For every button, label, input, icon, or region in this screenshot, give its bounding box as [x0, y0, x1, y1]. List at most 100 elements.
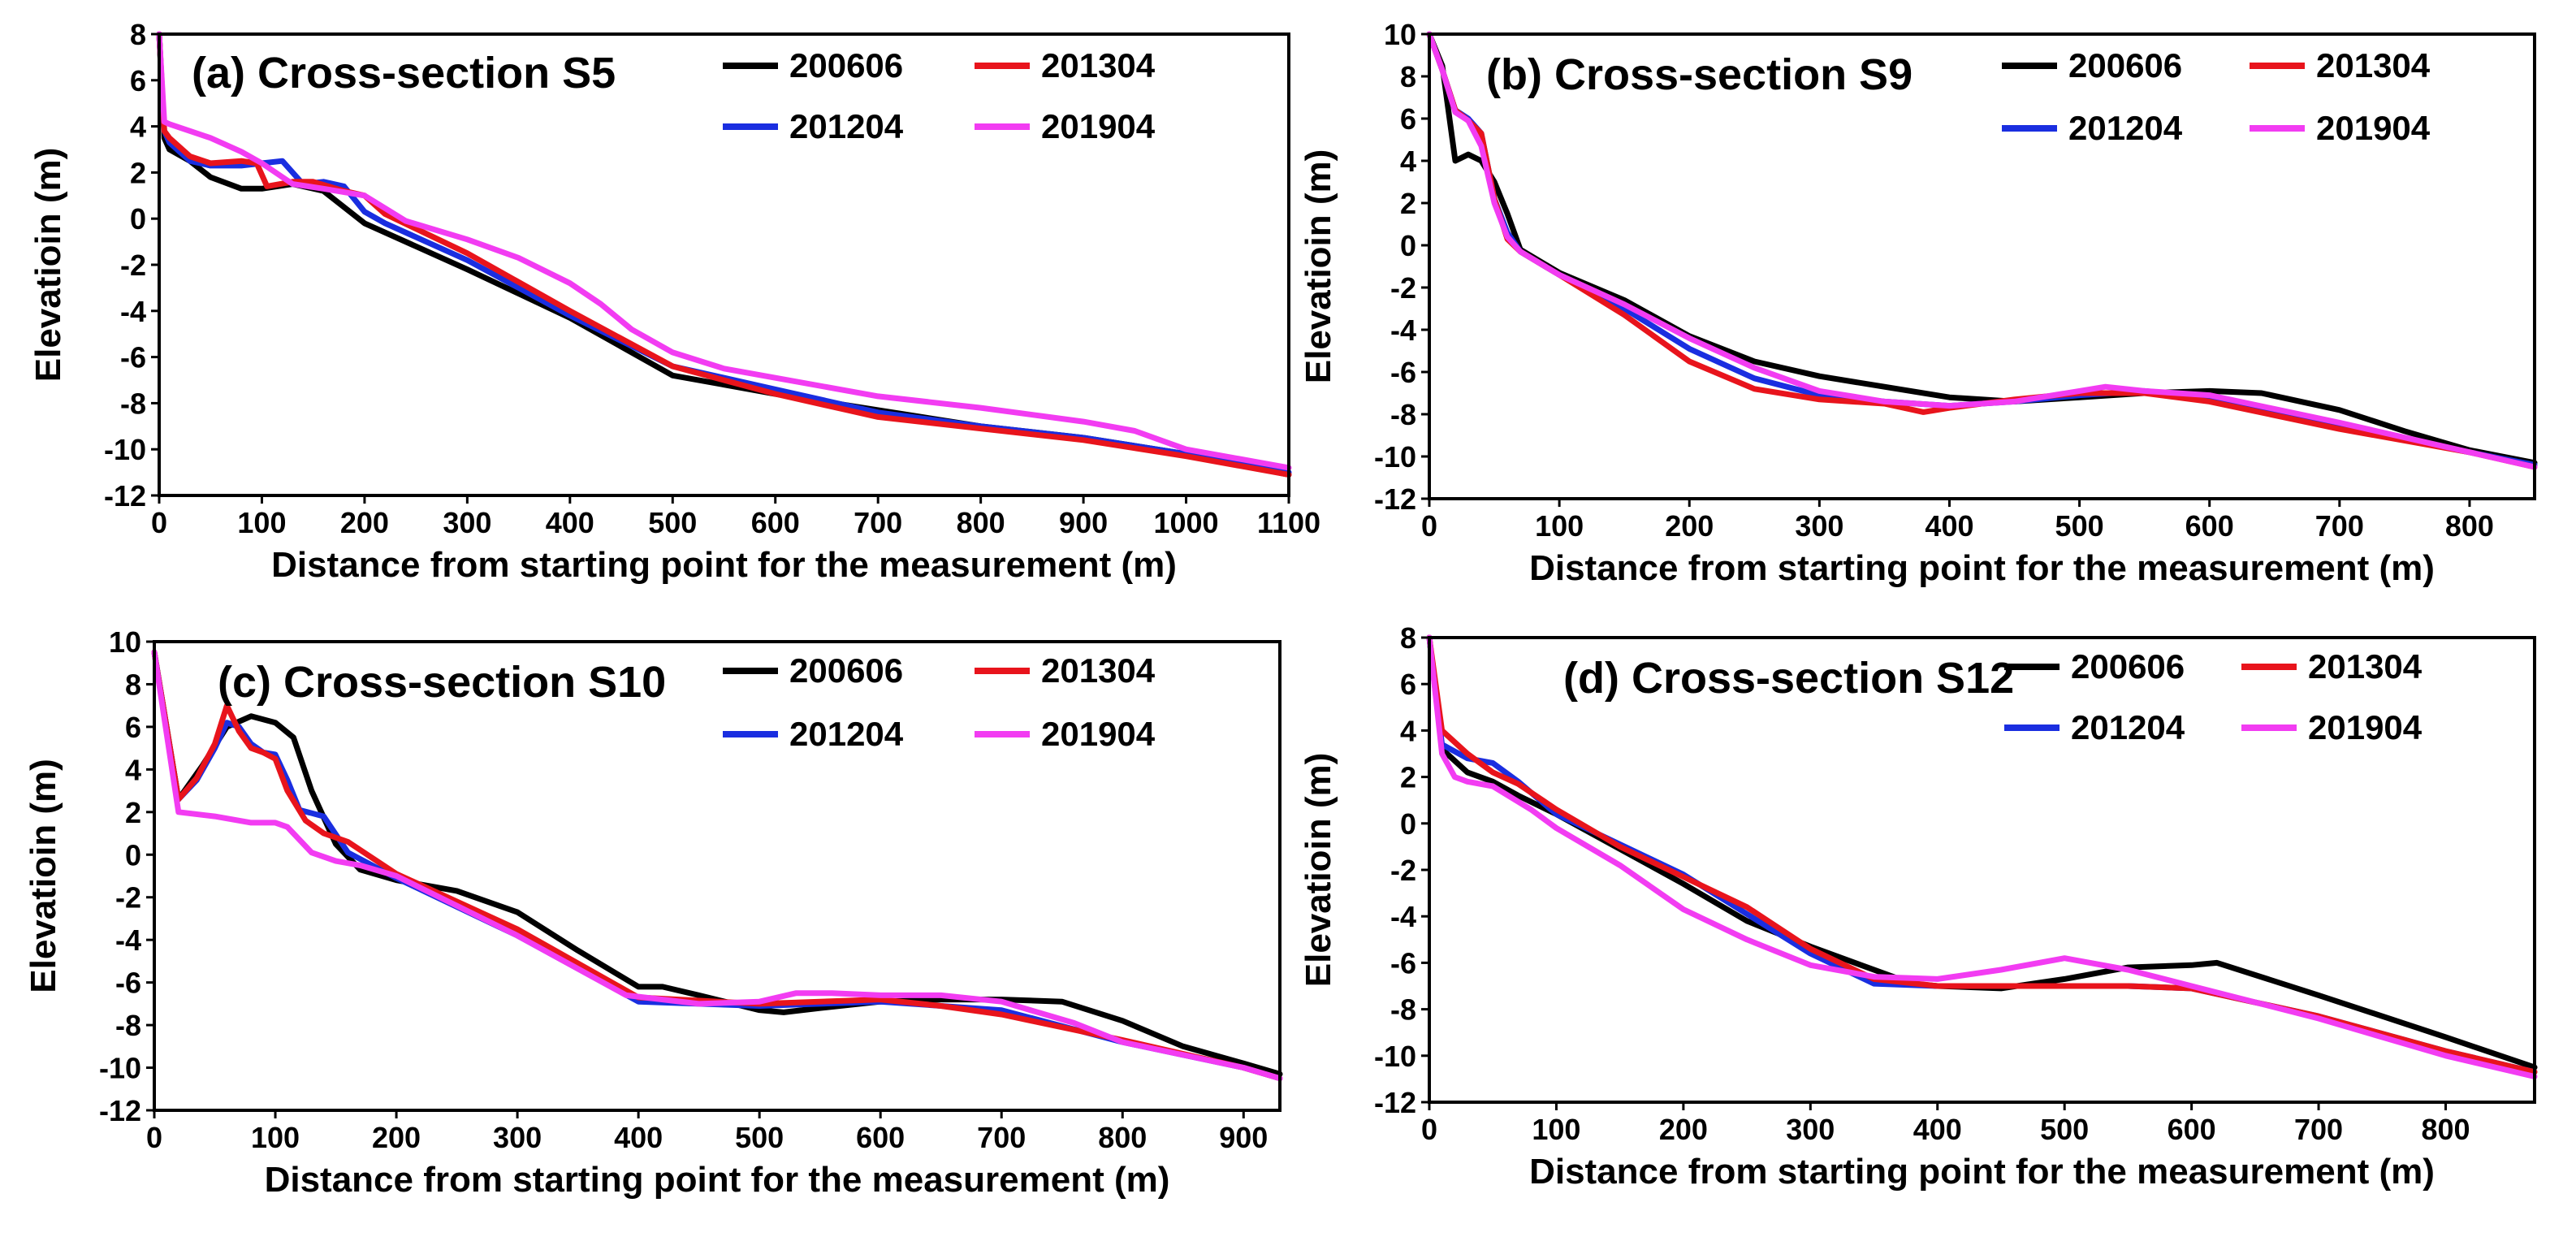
x-tick-label: 0 [146, 1121, 162, 1154]
legend-entry-201204: 201204 [723, 107, 904, 145]
chart-panel-1: 0 100 200 300 400 500 600 700 800 900 1000 1100 8 6 4 2… [28, 18, 1320, 585]
y-tick-label: -2 [1390, 854, 1416, 887]
y-tick-label: -10 [1374, 1040, 1416, 1073]
x-tick-label: 0 [1421, 1113, 1437, 1146]
y-tick-label: -4 [120, 295, 146, 328]
x-tick-label: 300 [493, 1121, 542, 1154]
legend-label: 200606 [2071, 647, 2185, 686]
legend-entry-201304: 201304 [2241, 647, 2423, 686]
legend-entry-201904: 201904 [2250, 109, 2431, 147]
legend-label: 201204 [789, 107, 904, 145]
x-tick-label: 1100 [1257, 506, 1320, 539]
y-tick-label: 8 [1400, 60, 1416, 93]
y-tick-label: 0 [130, 202, 146, 236]
series-line-201904 [156, 31, 1292, 471]
y-tick-label: -2 [120, 249, 146, 282]
y-tick-label: -10 [104, 433, 146, 466]
legend-label: 201304 [2308, 647, 2423, 686]
x-tick-label: 200 [1665, 509, 1714, 543]
x-tick-label: 600 [2185, 509, 2234, 543]
x-tick-label: 300 [443, 506, 491, 539]
y-tick-label: -10 [1374, 440, 1416, 474]
legend-label: 201304 [1041, 651, 1156, 690]
x-tick-label: 700 [977, 1121, 1026, 1154]
y-tick-label: 6 [125, 711, 141, 744]
y-tick-label: 2 [1400, 187, 1416, 220]
y-tick-label: 4 [125, 753, 141, 786]
legend-entry-201304: 201304 [975, 46, 1156, 84]
y-tick-label: 8 [130, 18, 146, 51]
panel-title: (c) Cross-section S10 [218, 658, 666, 707]
x-tick-label: 300 [1795, 509, 1843, 543]
legend-entry-201204: 201204 [723, 715, 904, 753]
x-tick-label: 100 [251, 1121, 300, 1154]
legend-entry-201204: 201204 [2004, 708, 2185, 746]
legend-entry-201204: 201204 [2002, 109, 2183, 147]
y-tick-label: -6 [1390, 946, 1416, 980]
y-tick-label: -4 [1390, 314, 1416, 347]
x-tick-label: 500 [735, 1121, 784, 1154]
x-tick-label: 800 [957, 506, 1005, 539]
x-tick-label: 500 [2055, 509, 2104, 543]
y-tick-label: 6 [1400, 102, 1416, 136]
chart-panel-3: 0 100 200 300 400 500 600 700 800 900 10 8 6 4 2 0 -2 -4 -… [24, 625, 1283, 1200]
legend-label: 201904 [2316, 109, 2431, 147]
series-line-201304 [1426, 31, 2538, 470]
legend-entry-201904: 201904 [975, 107, 1156, 145]
x-axis-title: Distance from starting point for the mea… [265, 1160, 1170, 1200]
legend-label: 200606 [789, 46, 903, 84]
series-line-200606 [1426, 31, 2538, 466]
plot-frame [1428, 32, 2536, 500]
series-line-201204 [1426, 634, 2538, 1075]
plot-frame [153, 640, 1282, 1112]
x-tick-label: 400 [1925, 509, 1973, 543]
y-tick-label: -2 [115, 881, 141, 915]
y-tick-label: 8 [1400, 621, 1416, 655]
y-tick-label: 0 [1400, 807, 1416, 841]
x-tick-label: 900 [1059, 506, 1108, 539]
series-line-201204 [156, 31, 1292, 476]
series-line-200606 [1426, 634, 2538, 1071]
x-tick-label: 400 [546, 506, 594, 539]
legend-label: 201204 [2071, 708, 2185, 746]
legend-label: 201304 [1041, 46, 1156, 84]
series-line-201904 [151, 649, 1283, 1082]
x-tick-label: 800 [2445, 509, 2494, 543]
x-axis-title: Distance from starting point for the mea… [1529, 548, 2435, 588]
legend-label: 201204 [2068, 109, 2183, 147]
legend-label: 201204 [789, 715, 904, 753]
x-tick-label: 100 [237, 506, 286, 539]
x-tick-label: 500 [648, 506, 697, 539]
panel-title: (b) Cross-section S9 [1486, 50, 1913, 99]
y-tick-label: 0 [125, 838, 141, 872]
y-tick-label: -2 [1390, 271, 1416, 305]
chart-panel-4: 0 100 200 300 400 500 600 700 800 8 6 4 2 0 -2 -4 -6 -8 -1… [1299, 621, 2538, 1192]
legend-entry-200606: 200606 [723, 46, 903, 84]
y-tick-label: 4 [1400, 714, 1416, 747]
y-tick-label: 8 [125, 668, 141, 701]
legend-label: 200606 [2068, 46, 2182, 84]
y-axis-title: Elevatioin (m) [24, 759, 63, 993]
y-tick-label: 10 [109, 625, 141, 659]
legend-label: 201904 [1041, 107, 1156, 145]
series-line-201904 [1426, 31, 2538, 470]
x-tick-label: 0 [1421, 509, 1437, 543]
legend-entry-201904: 201904 [975, 715, 1156, 753]
legend-entry-200606: 200606 [2002, 46, 2182, 84]
series-line-201904 [1426, 634, 2538, 1079]
y-axis-title: Elevatioin (m) [1299, 753, 1338, 988]
y-tick-label: 4 [130, 110, 146, 144]
y-tick-label: -12 [1374, 1086, 1416, 1119]
series-line-200606 [156, 31, 1292, 478]
y-tick-label: -12 [99, 1094, 141, 1127]
y-tick-label: 2 [125, 796, 141, 829]
panel-title: (a) Cross-section S5 [192, 49, 616, 97]
series-line-201304 [151, 649, 1283, 1082]
legend-label: 201304 [2316, 46, 2431, 84]
x-tick-label: 300 [1786, 1113, 1835, 1146]
x-axis-title: Distance from starting point for the mea… [271, 545, 1177, 585]
x-tick-label: 500 [2040, 1113, 2089, 1146]
x-tick-label: 900 [1219, 1121, 1268, 1154]
x-tick-label: 700 [2294, 1113, 2343, 1146]
legend-label: 201904 [1041, 715, 1156, 753]
